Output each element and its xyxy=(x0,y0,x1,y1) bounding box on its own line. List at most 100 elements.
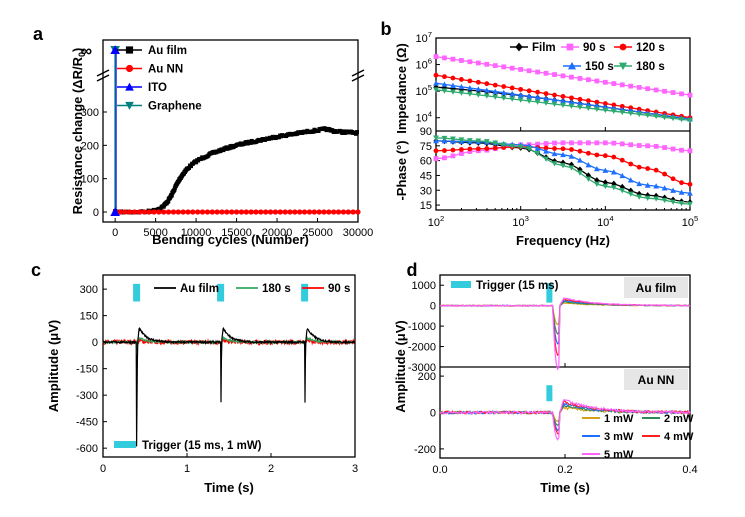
series-au-film-point xyxy=(189,164,194,169)
y-tick-label: 30 xyxy=(420,185,432,197)
subpanel-label-au-film: Au film xyxy=(636,281,677,295)
series-impedance-point xyxy=(552,92,557,98)
series-phase-point xyxy=(433,148,439,154)
series-phase-point xyxy=(619,172,626,179)
series-phase-point xyxy=(678,189,685,195)
legend-label: 180 s xyxy=(262,283,291,295)
series-impedance-point xyxy=(534,99,541,105)
x-tick-label: 102 xyxy=(428,214,445,229)
series-phase-point xyxy=(678,201,685,207)
legend-label: 2 mW xyxy=(664,413,694,425)
series-phase-point xyxy=(645,143,651,149)
y-tick-label: 0 xyxy=(93,207,99,219)
y-tick-label: 0 xyxy=(92,337,98,349)
series-impedance-point xyxy=(500,89,507,96)
series-au-nn-point xyxy=(277,209,283,215)
y-tick-label: -450 xyxy=(76,417,98,429)
y-tick-label: 104 xyxy=(415,110,432,125)
series-phase-point xyxy=(670,199,676,205)
series-impedance-point xyxy=(670,115,676,122)
y-tick-label: -300 xyxy=(76,390,98,402)
series-phase-point xyxy=(636,164,642,170)
series-impedance-point xyxy=(687,117,693,124)
series-phase-point xyxy=(586,140,591,146)
series-au-nn-point xyxy=(214,209,220,215)
legend-label: Graphene xyxy=(148,101,202,113)
y-tick-label: 300 xyxy=(81,107,99,119)
series-phase-point xyxy=(661,197,668,204)
x-tick-label: 0 xyxy=(112,227,118,239)
series-impedance-point xyxy=(483,87,490,93)
subpanel-label-box xyxy=(624,369,688,390)
series-impedance-point xyxy=(535,69,540,75)
series-au-film-point xyxy=(169,193,174,198)
series-impedance-point xyxy=(475,92,482,98)
series-trace-au-nn xyxy=(439,398,691,441)
infinity-tick-label: ∞ xyxy=(81,43,92,60)
y-tick-label: 0 xyxy=(430,301,436,313)
series-au-nn-point xyxy=(224,209,230,215)
series-phase-point xyxy=(551,157,558,165)
series-impedance-point xyxy=(458,83,465,90)
legend-label: 90 s xyxy=(583,42,605,54)
series-impedance-point xyxy=(466,85,473,91)
series-impedance-point xyxy=(458,90,465,96)
series-impedance-point xyxy=(526,68,532,74)
y-tick-label: 1000 xyxy=(412,280,436,292)
series-phase-point xyxy=(543,156,549,162)
panel-c: c 0 1 2 3 300 150 0 -150 -300 -450 -600 Time (s) Ampl… xyxy=(31,260,358,495)
series-au-nn-point xyxy=(258,209,264,215)
y-axis-label: Amplitude (μV) xyxy=(46,320,61,412)
series-au-nn-point xyxy=(345,209,351,215)
series-phase-point xyxy=(492,140,499,146)
series-impedance-point xyxy=(450,75,456,81)
series-impedance-point xyxy=(611,102,617,108)
y-tick-label: -600 xyxy=(76,443,98,455)
series-trace-au-nn xyxy=(440,402,691,432)
series-au-nn-point xyxy=(272,209,279,215)
series-phase-point xyxy=(645,166,651,171)
series-impedance-point xyxy=(466,91,473,97)
series-impedance-point xyxy=(679,91,684,97)
series-phase-point xyxy=(644,182,651,188)
y-tick-label: 15 xyxy=(420,200,432,212)
panel-letter-a: a xyxy=(33,24,44,44)
x-axis-label: Bending cycles (Number) xyxy=(152,232,309,247)
legend-marker xyxy=(567,61,577,70)
series-impedance-point xyxy=(602,79,608,85)
series-impedance-point xyxy=(475,86,482,92)
y-tick-label: 200 xyxy=(418,371,436,383)
y-tick-label: 90 xyxy=(420,126,432,138)
series-impedance-point xyxy=(467,59,473,65)
x-tick-label: 2 xyxy=(268,463,274,475)
series-impedance-point xyxy=(678,116,685,123)
series-au-nn-point xyxy=(316,209,322,215)
y-axis-label: Resistance change (ΔR/R0) xyxy=(70,48,87,215)
series-au-nn-point xyxy=(195,209,201,215)
series-au-nn-point xyxy=(238,209,245,215)
series-phase-point xyxy=(441,135,448,142)
series-phase-point xyxy=(687,148,693,154)
x-tick-label: 1 xyxy=(184,463,190,475)
series-impedance-point xyxy=(441,88,448,94)
series-phase-point xyxy=(568,165,575,171)
series-impedance-point xyxy=(560,98,566,104)
series-phase-point xyxy=(483,139,490,145)
series-phase-point xyxy=(458,137,465,143)
series-au-nn-point xyxy=(267,209,274,215)
series-au-nn-point xyxy=(151,209,157,215)
series-impedance-point xyxy=(551,101,558,107)
series-phase-point xyxy=(661,185,668,191)
series-au-nn-point xyxy=(175,209,181,215)
series-phase-point xyxy=(475,146,481,152)
y-tick-label: 106 xyxy=(415,57,432,72)
series-impedance-point xyxy=(492,94,499,100)
series-impedance-point xyxy=(593,106,600,113)
series-phase-point xyxy=(450,153,456,159)
series-au-film-point xyxy=(187,165,192,170)
series-ito-point xyxy=(110,45,120,54)
series-au-film-point xyxy=(166,199,171,204)
series-au-nn-point xyxy=(253,209,259,215)
series-phase-point xyxy=(569,140,574,146)
series-impedance-point xyxy=(517,97,524,103)
